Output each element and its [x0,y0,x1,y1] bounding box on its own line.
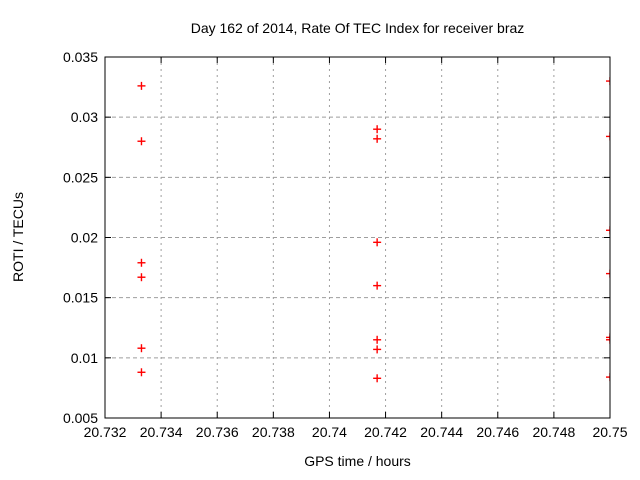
svg-text:20.75: 20.75 [592,424,627,440]
svg-text:0.035: 0.035 [63,49,98,65]
svg-text:20.74: 20.74 [312,424,347,440]
svg-text:20.732: 20.732 [84,424,127,440]
svg-text:0.03: 0.03 [71,109,98,125]
svg-text:20.744: 20.744 [420,424,463,440]
chart-title: Day 162 of 2014, Rate Of TEC Index for r… [190,20,525,36]
svg-text:0.015: 0.015 [63,290,98,306]
svg-text:20.736: 20.736 [196,424,239,440]
svg-text:0.01: 0.01 [71,350,98,366]
svg-text:0.005: 0.005 [63,410,98,426]
svg-text:0.02: 0.02 [71,230,98,246]
x-axis-label: GPS time / hours [304,453,411,469]
svg-text:20.742: 20.742 [364,424,407,440]
svg-text:20.748: 20.748 [532,424,575,440]
svg-text:20.734: 20.734 [140,424,183,440]
svg-text:20.746: 20.746 [476,424,519,440]
svg-text:0.025: 0.025 [63,169,98,185]
svg-text:20.738: 20.738 [252,424,295,440]
